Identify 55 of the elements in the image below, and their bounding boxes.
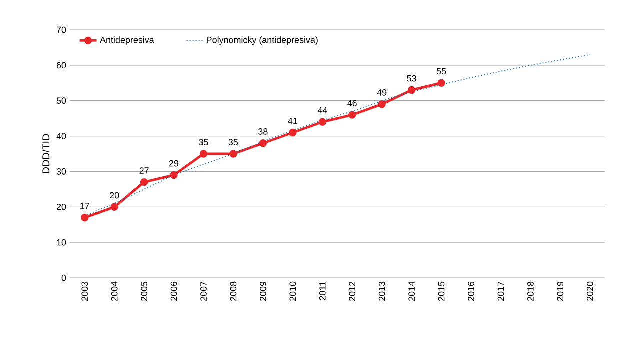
y-tick-label: 20 bbox=[56, 204, 66, 210]
data-label: 55 bbox=[436, 68, 446, 75]
data-label: 46 bbox=[348, 100, 357, 107]
data-label: 53 bbox=[407, 75, 416, 82]
point bbox=[110, 203, 118, 211]
y-axis-title: DDD/TID bbox=[42, 134, 50, 174]
y-tick-label: 70 bbox=[56, 26, 66, 34]
x-tick-label: 2009 bbox=[260, 282, 266, 302]
point bbox=[259, 140, 268, 148]
x-tick-label: 2010 bbox=[290, 282, 296, 302]
x-tick-label: 2020 bbox=[586, 282, 594, 302]
y-tick-label: 40 bbox=[56, 133, 66, 140]
y-tick-label: 0 bbox=[62, 274, 66, 282]
point bbox=[170, 171, 178, 180]
data-label: 17 bbox=[80, 203, 90, 210]
point bbox=[200, 150, 208, 158]
legend-label: Antidepresiva bbox=[100, 36, 154, 46]
x-tick-label: 2004 bbox=[111, 282, 118, 302]
data-label: 20 bbox=[110, 192, 120, 199]
y-tick-label: 50 bbox=[56, 98, 66, 104]
point bbox=[289, 128, 297, 137]
x-tick-label: 2008 bbox=[230, 282, 237, 302]
point bbox=[438, 79, 446, 87]
point bbox=[408, 86, 416, 94]
x-tick-label: 2003 bbox=[82, 282, 88, 302]
x-tick-label: 2018 bbox=[528, 282, 534, 302]
y-tick-label: 60 bbox=[56, 62, 66, 69]
legend-label: Polynomicky (antidepresiva) bbox=[207, 36, 318, 46]
point bbox=[378, 100, 386, 108]
data-label: 41 bbox=[288, 118, 298, 124]
data-label: 49 bbox=[377, 90, 387, 96]
x-tick-label: 2012 bbox=[349, 282, 356, 302]
data-label: 38 bbox=[258, 128, 268, 135]
x-tick-label: 2019 bbox=[557, 282, 564, 302]
x-tick-label: 2013 bbox=[378, 282, 386, 302]
data-label: 27 bbox=[140, 168, 149, 174]
x-tick-label: 2014 bbox=[408, 282, 415, 302]
point bbox=[348, 111, 356, 119]
x-tick-label: 2016 bbox=[468, 282, 474, 302]
data-label: 35 bbox=[228, 139, 238, 146]
data-label: 44 bbox=[318, 107, 328, 114]
x-tick-label: 2006 bbox=[170, 282, 178, 302]
x-tick-label: 2017 bbox=[498, 282, 504, 302]
y-tick-label: 10 bbox=[57, 239, 66, 246]
point bbox=[230, 150, 238, 158]
data-label: 35 bbox=[199, 139, 208, 146]
x-tick-label: 2011 bbox=[319, 282, 326, 300]
x-tick-label: 2007 bbox=[200, 282, 207, 302]
point bbox=[318, 118, 326, 126]
x-tick-label: 2015 bbox=[438, 282, 445, 302]
y-tick-label: 30 bbox=[56, 168, 66, 175]
point bbox=[140, 178, 148, 186]
point bbox=[81, 214, 89, 222]
x-tick-label: 2005 bbox=[141, 282, 148, 302]
data-label: 29 bbox=[169, 160, 179, 167]
